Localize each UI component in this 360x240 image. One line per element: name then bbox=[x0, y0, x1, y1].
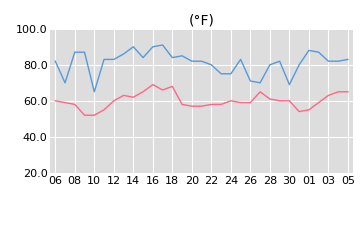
Title: (°F): (°F) bbox=[189, 14, 215, 28]
